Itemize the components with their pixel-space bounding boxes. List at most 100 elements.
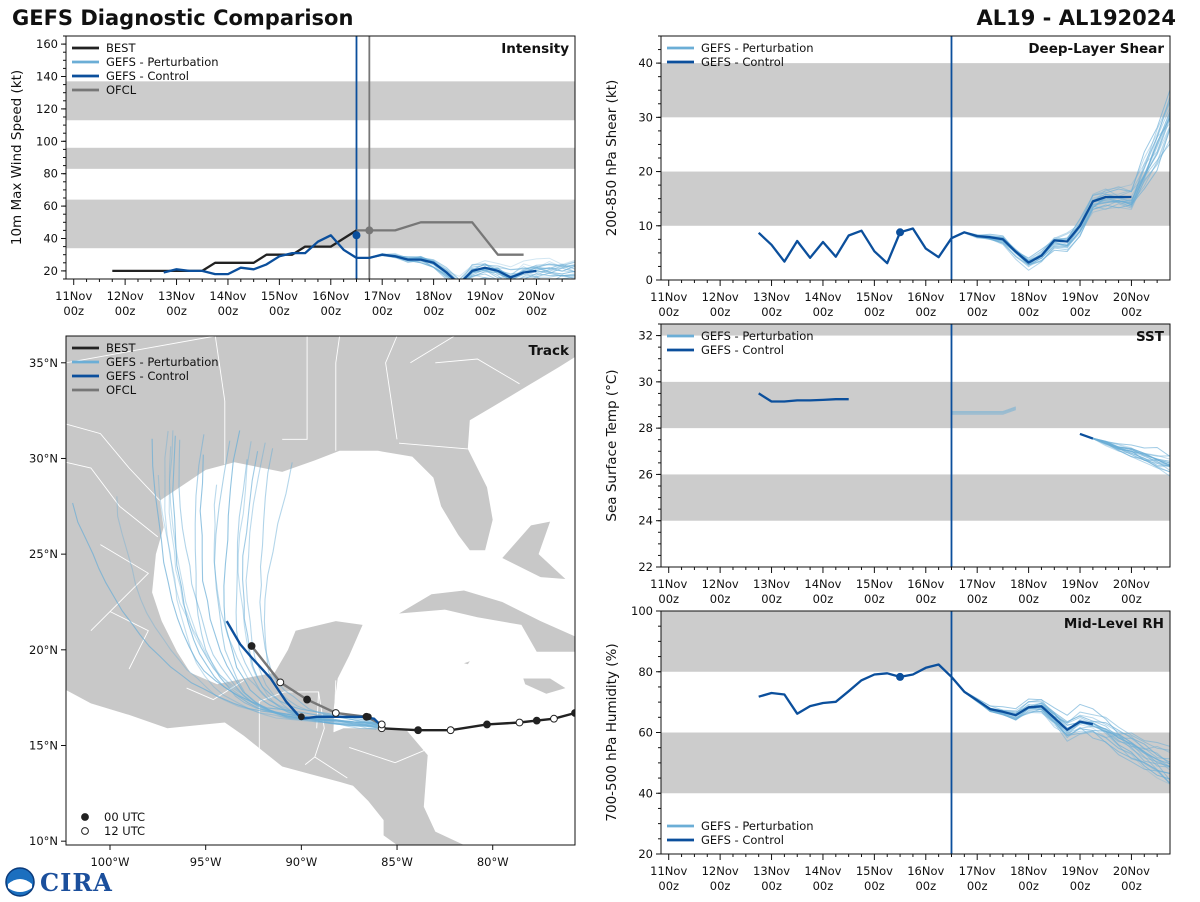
sst-xtick-label-day: 19Nov	[1061, 577, 1098, 591]
track-map-area	[66, 336, 575, 845]
shear-panel-title: Deep-Layer Shear	[1028, 41, 1164, 57]
intensity-xtick-label-hour: 00z	[475, 304, 496, 318]
shear-xtick-label-hour: 00z	[1070, 305, 1091, 319]
sst-xtick-label-day: 16Nov	[907, 577, 944, 591]
map-border-line	[66, 461, 159, 538]
intensity-ytick-label: 100	[36, 134, 58, 148]
shear-xtick-label-day: 19Nov	[1061, 290, 1098, 304]
sst-legend-label: GEFS - Control	[701, 343, 784, 357]
sst-xtick-label-hour: 00z	[1018, 592, 1039, 606]
shear-perturbation-line	[951, 139, 1170, 271]
track-marker-legend-symbol	[81, 827, 89, 835]
track-ytick-label: 20°N	[29, 643, 58, 657]
track-perturbation-line	[172, 435, 382, 725]
page-title: GEFS Diagnostic Comparison	[12, 6, 354, 30]
intensity-ofcl-line	[356, 221, 524, 256]
sst-ytick-label: 24	[638, 514, 653, 528]
intensity-perturbation-line	[356, 252, 575, 279]
sst-xtick-label-hour: 00z	[967, 592, 988, 606]
map-border-line	[398, 442, 468, 450]
intensity-ytick-label: 20	[43, 264, 58, 278]
sst-xtick-label-day: 12Nov	[702, 577, 739, 591]
sst-xtick-label-day: 11Nov	[650, 577, 687, 591]
intensity-xtick-label-day: 19Nov	[466, 289, 503, 303]
track-ofcl-point	[303, 695, 312, 704]
rh-xtick-label-day: 17Nov	[959, 864, 996, 878]
shear-xtick-label-hour: 00z	[864, 305, 885, 319]
shear-ylabel: 200-850 hPa Shear (kt)	[604, 80, 620, 237]
track-ofcl-point	[276, 678, 285, 687]
rh-ytick-label: 20	[638, 847, 653, 861]
sst-xtick-label-hour: 00z	[915, 592, 936, 606]
track-legend-label: GEFS - Control	[106, 369, 189, 383]
shear-xtick-label-day: 14Nov	[804, 290, 841, 304]
rh-xtick-label-day: 16Nov	[907, 864, 944, 878]
shear-xtick-label-hour: 00z	[1018, 305, 1039, 319]
shear-legend-label: GEFS - Perturbation	[701, 41, 814, 55]
intensity-xtick-label-day: 17Nov	[364, 289, 401, 303]
rh-panel-title: Mid-Level RH	[1064, 616, 1164, 632]
track-perturbation-line	[223, 430, 381, 729]
rh-band-1	[661, 611, 1170, 672]
rh-legend-label: GEFS - Perturbation	[701, 819, 814, 833]
panel-rh: 2040608010011Nov00z12Nov00z13Nov00z14Nov…	[604, 604, 1171, 893]
sst-band-2	[661, 324, 1170, 336]
track-perturbation-line	[199, 454, 378, 726]
jamaica-land	[523, 678, 566, 694]
shear-xtick-label-day: 11Nov	[650, 290, 687, 304]
map-border-line	[109, 611, 149, 670]
track-marker-legend-symbol	[81, 813, 89, 821]
sst-xtick-label-hour: 00z	[1070, 592, 1091, 606]
map-border-line	[214, 336, 226, 465]
map-border-line	[66, 423, 161, 501]
shear-band-0	[661, 171, 1170, 226]
track-ytick-label: 15°N	[29, 738, 58, 752]
shear-xtick-label-hour: 00z	[761, 305, 782, 319]
map-border-line	[304, 691, 325, 765]
track-best-point	[414, 726, 422, 735]
rh-xtick-label-day: 19Nov	[1061, 864, 1098, 878]
track-panel-title: Track	[529, 343, 570, 359]
rh-xtick-label-day: 20Nov	[1113, 864, 1150, 878]
rh-gefs-control-marker	[896, 672, 905, 681]
track-xtick-label: 90°W	[285, 855, 317, 869]
map-border-line	[282, 336, 308, 440]
track-ytick-label: 30°N	[29, 451, 58, 465]
intensity-band-1	[66, 147, 575, 169]
cira-logo-text: CIRA	[40, 868, 113, 897]
intensity-xtick-label-day: 18Nov	[415, 289, 452, 303]
intensity-ytick-label: 160	[36, 37, 58, 51]
map-border-line	[314, 756, 348, 779]
panel-sst: 22242628303211Nov00z12Nov00z13Nov00z14No…	[604, 323, 1171, 606]
rh-xtick-label-hour: 00z	[658, 879, 679, 893]
map-border-line	[90, 544, 150, 632]
sst-ytick-label: 26	[638, 467, 653, 481]
rh-gefs-control-line	[758, 663, 1094, 731]
intensity-xtick-label-hour: 00z	[526, 304, 547, 318]
shear-ytick-label: 30	[638, 110, 653, 124]
sst-xtick-label-day: 13Nov	[753, 577, 790, 591]
sst-ytick-label: 30	[638, 375, 653, 389]
track-perturbation-line	[164, 430, 377, 729]
intensity-legend-label: GEFS - Perturbation	[106, 55, 219, 69]
rh-xtick-label-hour: 00z	[1121, 879, 1142, 893]
rh-xtick-label-day: 11Nov	[650, 864, 687, 878]
panel-shear: 01020304011Nov00z12Nov00z13Nov00z14Nov00…	[604, 35, 1171, 319]
rh-xtick-label-hour: 00z	[1070, 879, 1091, 893]
intensity-xtick-label-hour: 00z	[115, 304, 136, 318]
rh-xtick-label-hour: 00z	[967, 879, 988, 893]
rh-ylabel: 700-500 hPa Humidity (%)	[604, 643, 620, 821]
map-border-line	[349, 746, 432, 764]
shear-xtick-label-hour: 00z	[1121, 305, 1142, 319]
intensity-plot-area	[66, 36, 575, 279]
intensity-best-line	[112, 229, 358, 273]
sst-perturbation-line	[1079, 433, 1170, 462]
track-marker-legend-label: 00 UTC	[104, 810, 145, 824]
intensity-xtick-label-hour: 00z	[269, 304, 290, 318]
rh-ytick-label: 60	[638, 726, 653, 740]
shear-ytick-label: 0	[646, 273, 653, 287]
shear-gefs-control-marker	[896, 228, 905, 237]
intensity-ytick-label: 80	[43, 167, 58, 181]
logo: CIRA	[4, 866, 114, 898]
track-best-point	[483, 720, 491, 729]
